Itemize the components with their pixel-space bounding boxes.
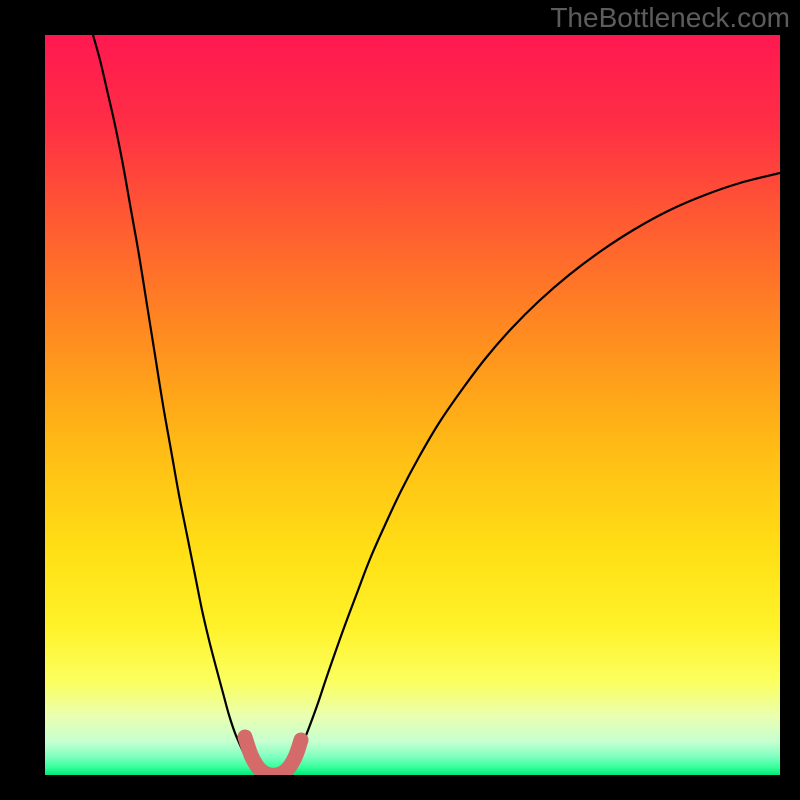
bottleneck-curve [93, 35, 780, 775]
watermark-text: TheBottleneck.com [550, 2, 790, 34]
plot-area [45, 35, 780, 775]
valley-marker [245, 737, 301, 775]
curve-layer [45, 35, 780, 775]
